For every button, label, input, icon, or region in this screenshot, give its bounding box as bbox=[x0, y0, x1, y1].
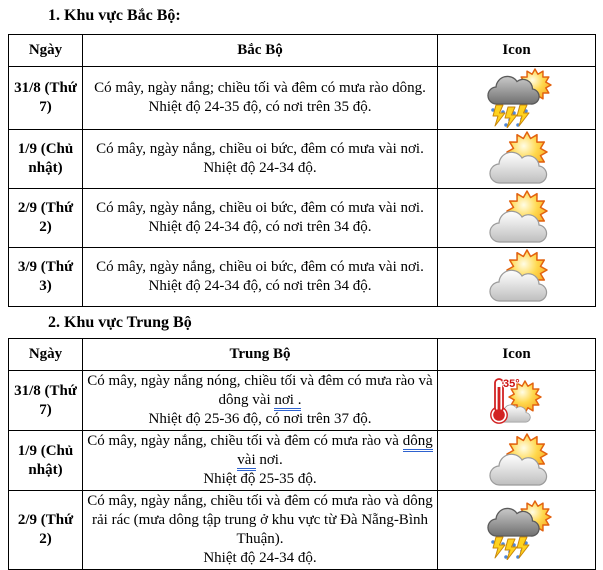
date-cell: 2/9 (Thứ 2) bbox=[8, 490, 83, 570]
forecast-description: Có mây, ngày nắng, chiều oi bức, đêm có … bbox=[96, 141, 424, 157]
trung-bo-forecast-table: Ngày Trung Bộ Icon 31/8 (Thứ 7) Có mây, ngà… bbox=[8, 338, 596, 570]
section-2-heading: 2. Khu vực Trung Bộ bbox=[48, 314, 192, 331]
storm-sun-icon bbox=[486, 500, 552, 560]
grammar-underline: dông vài bbox=[237, 433, 433, 471]
column-header: Bắc Bộ bbox=[82, 34, 438, 67]
temperature-line: Nhiệt độ 25-36 độ, có nơi trên 37 độ. bbox=[148, 411, 372, 427]
icon-cell bbox=[437, 66, 596, 130]
column-header: Icon bbox=[437, 34, 596, 67]
sun-cloud-icon bbox=[488, 432, 548, 486]
storm-cloud-icon bbox=[486, 507, 540, 537]
thermometer-label: 35° bbox=[503, 378, 520, 390]
forecast-description: Có mây, ngày nắng, chiều oi bức, đêm có … bbox=[96, 200, 424, 216]
lightning-icon bbox=[492, 104, 529, 128]
column-header: Trung Bộ bbox=[82, 338, 438, 371]
thermometer-icon bbox=[489, 377, 508, 424]
forecast-description: Có mây, ngày nắng, chiều tối và đêm có m… bbox=[87, 493, 433, 547]
forecast-row: 31/8 (Thứ 7) Có mây, ngày nắng nóng, chiề… bbox=[8, 370, 596, 431]
forecast-text-cell: Có mây, ngày nắng, chiều tối và đêm có m… bbox=[82, 430, 438, 491]
column-header: Ngày bbox=[8, 34, 83, 67]
trung-bo-table-body: 31/8 (Thứ 7) Có mây, ngày nắng nóng, chiề… bbox=[8, 370, 596, 570]
icon-cell: 35° bbox=[437, 370, 596, 431]
sun-cloud-icon bbox=[488, 131, 548, 184]
cloud-icon bbox=[488, 151, 547, 184]
cloud-icon bbox=[488, 210, 547, 243]
cloud-icon bbox=[488, 269, 547, 302]
forecast-row: 31/8 (Thứ 7) Có mây, ngày nắng; chiều tối… bbox=[8, 66, 596, 130]
forecast-description: Có mây, ngày nắng, chiều tối và đêm có m… bbox=[87, 432, 433, 471]
sun-cloud-icon bbox=[488, 190, 548, 243]
lightning-icon bbox=[492, 536, 529, 560]
section-1-heading: 1. Khu vực Bắc Bộ: bbox=[48, 7, 181, 24]
date-cell: 31/8 (Thứ 7) bbox=[8, 66, 83, 130]
grammar-underline: nơi . bbox=[274, 392, 302, 411]
forecast-row: 1/9 (Chủ nhật) Có mây, ngày nắng, chiều o… bbox=[8, 129, 596, 189]
forecast-text-cell: Có mây, ngày nắng, chiều oi bức, đêm có … bbox=[82, 247, 438, 307]
icon-cell bbox=[437, 430, 596, 491]
forecast-description: Có mây, ngày nắng nóng, chiều tối và đêm… bbox=[87, 372, 433, 411]
forecast-text-cell: Có mây, ngày nắng, chiều oi bức, đêm có … bbox=[82, 129, 438, 189]
forecast-text-cell: Có mây, ngày nắng, chiều oi bức, đêm có … bbox=[82, 188, 438, 248]
forecast-text-cell: Có mây, ngày nắng, chiều tối và đêm có m… bbox=[82, 490, 438, 570]
date-cell: 1/9 (Chủ nhật) bbox=[8, 129, 83, 189]
bac-bo-table-body: 31/8 (Thứ 7) Có mây, ngày nắng; chiều tối… bbox=[8, 66, 596, 307]
temperature-line: Nhiệt độ 24-34 độ, có nơi trên 34 độ. bbox=[148, 219, 372, 235]
icon-cell bbox=[437, 188, 596, 248]
temperature-line: Nhiệt độ 24-35 độ, có nơi trên 35 độ. bbox=[148, 99, 372, 115]
forecast-row: 2/9 (Thứ 2) Có mây, ngày nắng, chiều oi b… bbox=[8, 188, 596, 248]
sun-cloud-icon bbox=[488, 249, 548, 302]
date-cell: 1/9 (Chủ nhật) bbox=[8, 430, 83, 491]
trung-bo-header-row: Ngày Trung Bộ Icon bbox=[8, 338, 596, 371]
storm-sun-icon bbox=[486, 68, 552, 128]
bac-bo-header-row: Ngày Bắc Bộ Icon bbox=[8, 34, 596, 67]
forecast-row: 1/9 (Chủ nhật) Có mây, ngày nắng, chiều t… bbox=[8, 430, 596, 491]
icon-cell bbox=[437, 247, 596, 307]
date-cell: 31/8 (Thứ 7) bbox=[8, 370, 83, 431]
temperature-line: Nhiệt độ 24-34 độ. bbox=[203, 550, 317, 566]
date-cell: 3/9 (Thứ 3) bbox=[8, 247, 83, 307]
forecast-text-cell: Có mây, ngày nắng; chiều tối và đêm có m… bbox=[82, 66, 438, 130]
sun-icon bbox=[507, 379, 542, 414]
column-header: Icon bbox=[437, 338, 596, 371]
bac-bo-forecast-table: Ngày Bắc Bộ Icon 31/8 (Thứ 7) Có mây, ngày … bbox=[8, 34, 596, 307]
forecast-description: Có mây, ngày nắng, chiều oi bức, đêm có … bbox=[96, 259, 424, 275]
column-header: Ngày bbox=[8, 338, 83, 371]
forecast-row: 3/9 (Thứ 3) Có mây, ngày nắng, chiều oi b… bbox=[8, 247, 596, 307]
forecast-row: 2/9 (Thứ 2) Có mây, ngày nắng, chiều tối … bbox=[8, 490, 596, 570]
icon-cell bbox=[437, 129, 596, 189]
icon-cell bbox=[437, 490, 596, 570]
cloud-icon bbox=[488, 453, 547, 486]
date-cell: 2/9 (Thứ 2) bbox=[8, 188, 83, 248]
forecast-description: Có mây, ngày nắng; chiều tối và đêm có m… bbox=[94, 80, 426, 96]
temperature-line: Nhiệt độ 24-34 độ. bbox=[203, 160, 317, 176]
forecast-text-cell: Có mây, ngày nắng nóng, chiều tối và đêm… bbox=[82, 370, 438, 431]
storm-cloud-icon bbox=[486, 75, 540, 105]
temperature-line: Nhiệt độ 24-34 độ, có nơi trên 34 độ. bbox=[148, 278, 372, 294]
temperature-line: Nhiệt độ 25-35 độ. bbox=[203, 471, 317, 487]
hot-thermometer-icon: 35° bbox=[489, 377, 542, 424]
